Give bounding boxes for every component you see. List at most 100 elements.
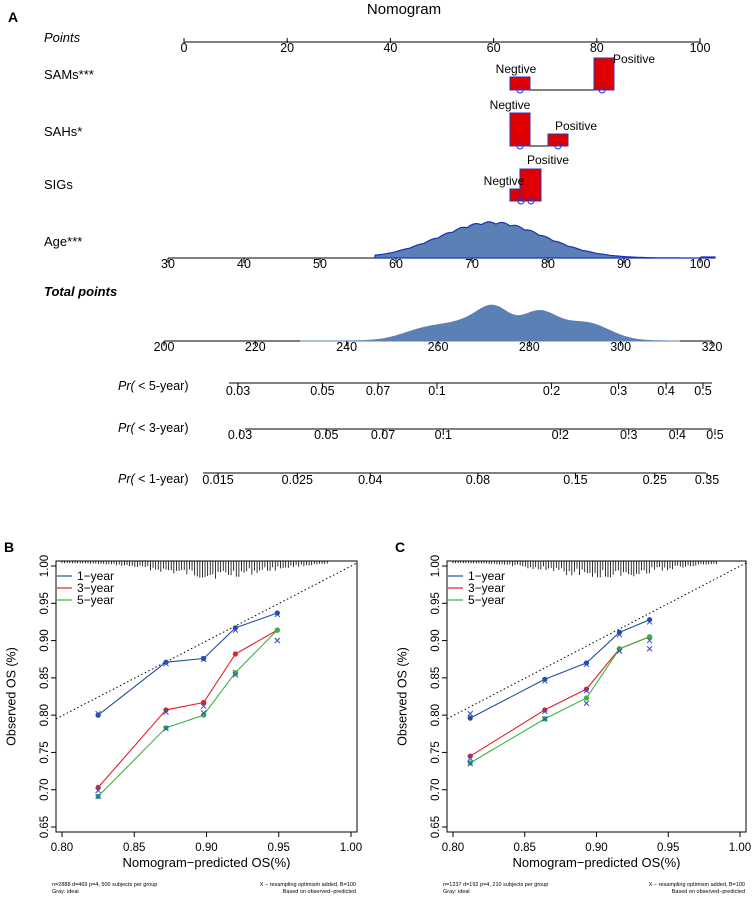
sams-positive-marker	[598, 86, 606, 94]
points-tick-label: 40	[383, 41, 397, 55]
series-cross	[541, 677, 548, 684]
pr1-tick-label: 0.015	[202, 473, 233, 487]
series-line	[469, 619, 650, 719]
series-point	[542, 707, 548, 713]
footnote-left: n=2888 d=469 p=4, 500 subjects per group	[52, 882, 157, 888]
x-axis-title: Nomogram−predicted OS(%)	[123, 855, 291, 870]
y-axis-title: Observed OS (%)	[4, 647, 18, 746]
series-cross	[616, 648, 623, 654]
series-cross	[95, 710, 101, 717]
age-row-label: Age***	[44, 234, 82, 249]
sigs-positive-marker	[527, 197, 535, 205]
series-cross	[541, 716, 548, 722]
age-tick-label: 80	[541, 257, 555, 271]
sigs-positive-box	[519, 168, 542, 202]
x-tick-label: 0.95	[268, 842, 290, 854]
series-cross	[95, 793, 101, 800]
series-cross	[200, 710, 207, 716]
sams-row-label: SAMs***	[44, 67, 94, 82]
x-tick-label: 1.00	[340, 842, 362, 854]
age-tick-label: 40	[237, 257, 251, 271]
footnote-right: X − resampling optimism added, B=100	[649, 882, 745, 888]
x-tick-label: 0.80	[442, 842, 464, 854]
sams-positive-box	[593, 57, 615, 91]
series-cross	[163, 725, 169, 732]
x-tick-label: 0.90	[585, 842, 607, 854]
sahs-positive-box	[547, 133, 569, 147]
panel-a-letter: A	[8, 9, 18, 25]
series-point	[201, 699, 207, 706]
total-points-tick-label: 200	[154, 340, 175, 354]
sams-negtive-marker	[516, 86, 524, 94]
pr3-tick-label: 0.07	[371, 428, 395, 442]
series-line	[97, 629, 278, 797]
series-point	[95, 712, 101, 718]
series-cross	[646, 645, 653, 652]
pr5-tick-label: 0.3	[610, 384, 627, 398]
footnote-left: Gray: ideal	[52, 889, 79, 895]
sahs-row-label: SAHs*	[44, 124, 82, 139]
series-line	[97, 612, 278, 716]
y-tick-label: 0.95	[39, 592, 51, 614]
series-line	[469, 636, 650, 764]
pr1-tick-label: 0.35	[695, 473, 719, 487]
pr1-tick-label: 0.15	[563, 473, 587, 487]
pr-5year-label: Pr( < 5-year)	[118, 379, 189, 393]
series-line	[97, 629, 278, 788]
pr1-tick-label: 0.25	[643, 473, 667, 487]
series-point	[583, 660, 590, 666]
legend-label: 5−year	[468, 593, 505, 607]
sigs-negtive-marker	[517, 197, 525, 205]
pr3-tick-label: 0.3	[620, 428, 637, 442]
panel-b-letter: B	[4, 539, 14, 555]
series-line	[469, 636, 650, 757]
points-tick-label: 20	[280, 41, 294, 55]
sahs-positive-label: Positive	[555, 119, 597, 133]
series-point	[467, 715, 473, 721]
y-tick-label: 0.75	[39, 741, 51, 763]
pr-3year-label: Pr( < 3-year)	[118, 421, 189, 435]
y-tick-label: 0.65	[430, 816, 442, 838]
series-cross	[163, 709, 169, 716]
y-tick-label: 0.85	[39, 667, 51, 689]
y-tick-label: 0.70	[39, 779, 51, 801]
pr1-tick-label: 0.04	[358, 473, 382, 487]
y-tick-label: 0.90	[39, 629, 51, 651]
x-tick-label: 0.90	[195, 842, 217, 854]
series-cross	[583, 661, 590, 668]
y-tick-label: 1.00	[430, 555, 442, 577]
points-tick-label: 100	[690, 41, 711, 55]
y-tick-label: 0.95	[430, 592, 442, 614]
series-point	[467, 760, 473, 766]
pr3-tick-label: 0.05	[314, 428, 338, 442]
sigs-negtive-label: Negtive	[484, 174, 525, 188]
y-tick-label: 0.70	[430, 779, 442, 801]
x-tick-label: 0.80	[51, 842, 73, 854]
y-tick-label: 0.75	[430, 741, 442, 763]
sahs-positive-marker	[554, 142, 562, 150]
total-points-tick-label: 220	[245, 340, 266, 354]
sigs-positive-label: Positive	[527, 153, 569, 167]
series-cross	[616, 631, 623, 638]
ideal-line	[55, 562, 358, 720]
series-point	[583, 686, 590, 692]
series-cross	[467, 760, 474, 767]
series-cross	[467, 755, 474, 762]
pr-1year-label: Pr( < 1-year)	[118, 472, 189, 486]
sahs-negtive-marker	[516, 142, 524, 150]
panel-b-calibration: B 0.65 0.70 0.75 0.80 0.85 0.90 0.95 1.00 0.80 0.8…	[4, 539, 362, 895]
series-point	[274, 610, 280, 616]
series-cross	[200, 703, 207, 710]
ideal-line	[446, 562, 747, 720]
pr3-tick-label: 0.1	[435, 428, 452, 442]
age-tick-label: 90	[617, 257, 631, 271]
sigs-row-label: SIGs	[44, 177, 73, 192]
y-tick-label: 0.90	[430, 629, 442, 651]
total-points-tick-label: 300	[610, 340, 631, 354]
y-tick-label: 0.80	[39, 704, 51, 726]
pr5-tick-label: 0.2	[543, 384, 560, 398]
footnote-right: Based on observed−predicted	[283, 889, 356, 895]
pr5-tick-label: 0.5	[694, 384, 711, 398]
pr5-tick-label: 0.03	[226, 384, 250, 398]
